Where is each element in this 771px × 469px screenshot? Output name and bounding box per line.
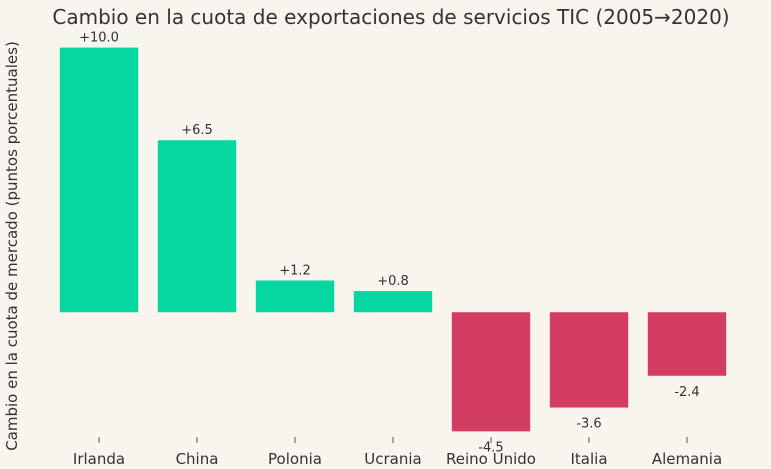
bar-5 [451, 312, 531, 432]
x-tick-label-5: Reino Unido [446, 450, 536, 468]
x-tick-label-7: Alemania [652, 450, 722, 468]
value-label-1: +10.0 [79, 31, 119, 46]
bar-1 [59, 47, 139, 313]
bar-7 [647, 312, 727, 376]
bars-group [59, 47, 727, 432]
value-label-7: -2.4 [674, 385, 699, 400]
bar-4 [353, 291, 433, 313]
chart-title: Cambio en la cuota de exportaciones de s… [52, 5, 729, 29]
x-axis-ticks: Irlanda China Polonia Ucrania Reino Unido Ita… [73, 437, 722, 468]
value-label-6: -3.6 [576, 417, 601, 432]
x-tick-label-6: Italia [570, 450, 607, 468]
x-tick-label-1: Irlanda [73, 450, 125, 468]
x-tick-label-3: Polonia [268, 450, 322, 468]
bar-6 [549, 312, 629, 408]
bar-3 [255, 280, 335, 313]
x-tick-label-2: China [176, 450, 219, 468]
value-label-2: +6.5 [181, 123, 213, 138]
value-labels-group: +10.0 +6.5 +1.2 +0.8 -4.5 -3.6 -2.4 [79, 31, 700, 456]
value-label-3: +1.2 [279, 263, 311, 278]
y-axis-label: Cambio en la cuota de mercado (puntos po… [3, 41, 21, 451]
value-label-4: +0.8 [377, 274, 409, 289]
bar-2 [157, 140, 237, 313]
value-label-5: -4.5 [478, 440, 503, 455]
x-tick-label-4: Ucrania [364, 450, 421, 468]
